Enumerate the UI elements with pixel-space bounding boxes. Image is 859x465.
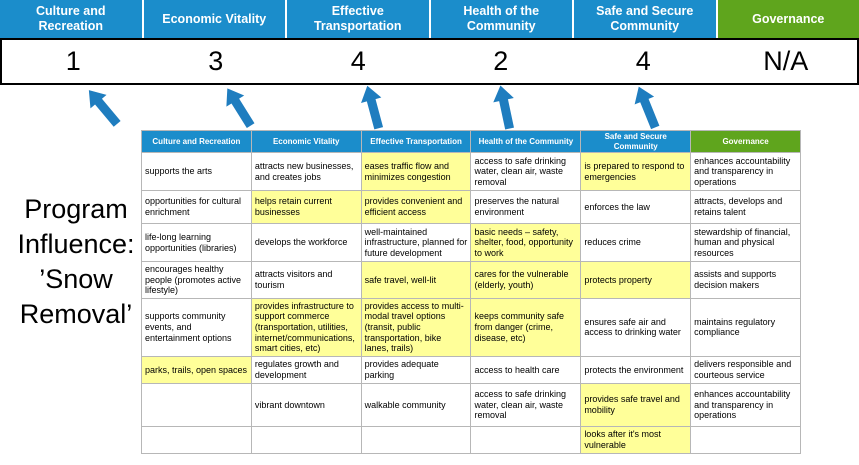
matrix-cell: preserves the natural environment [470,190,582,224]
matrix-cell-highlighted: helps retain current businesses [250,190,362,224]
up-arrow [361,85,384,130]
matrix-cell: life-long learning opportunities (librar… [141,223,252,262]
matrix-cell: provides adequate parking [360,355,472,384]
summary-score-4: 4 [635,46,651,76]
matrix-row-4: supports community events, and entertain… [141,297,801,357]
matrix-column-header-4: Safe and Secure Community [580,130,692,153]
matrix-column-header-1: Economic Vitality [250,130,362,153]
matrix-cell: well-maintained infrastructure, planned … [360,223,472,262]
matrix-row-0: supports the arts attracts new businesses… [141,152,801,191]
matrix-body: supports the arts attracts new businesses… [141,152,801,454]
matrix-cell-highlighted: eases traffic flow and minimizes congest… [360,152,472,191]
matrix-row-3: encourages healthy people (promotes acti… [141,261,801,299]
matrix-cell: delivers responsible and courteous servi… [690,355,801,384]
summary-score-3: 2 [493,46,509,76]
summary-header-5: Governance [717,0,859,38]
matrix-row-7: looks after it's most vulnerable [141,425,801,454]
program-influence-title: Program Influence: ’Snow Removal’ [17,194,135,330]
matrix-header-row: Culture and Recreation Economic Vitality E… [141,130,801,153]
summary-score-row: 1 3 4 2 4 N/A [0,38,859,85]
matrix-cell-highlighted: protects property [580,261,692,299]
matrix-cell-highlighted: looks after it's most vulnerable [580,425,692,454]
matrix-cell: attracts visitors and tourism [250,261,362,299]
matrix-cell: supports community events, and entertain… [141,297,252,357]
matrix-column-header-3: Health of the Community [470,130,582,153]
matrix-cell: maintains regulatory compliance [690,297,801,357]
matrix-cell: access to safe drinking water, clean air… [470,152,582,191]
matrix-cell: attracts, develops and retains talent [690,190,801,224]
matrix-cell-highlighted: is prepared to respond to emergencies [580,152,692,191]
matrix-cell-highlighted: basic needs – safety, shelter, food, opp… [470,223,582,262]
matrix-cell: access to safe drinking water, clean air… [470,382,582,427]
matrix-cell-highlighted: keeps community safe from danger (crime,… [470,297,582,357]
matrix-cell: assists and supports decision makers [690,261,801,299]
summary-header-2: Effective Transportation [287,0,429,38]
matrix-cell: regulates growth and development [250,355,362,384]
matrix-cell-highlighted: provides safe travel and mobility [580,382,692,427]
matrix-cell-highlighted: provides infrastructure to support comme… [250,297,362,357]
matrix-cell: develops the workforce [250,223,362,262]
matrix-cell [470,425,582,454]
matrix-cell: ensures safe air and access to drinking … [580,297,692,357]
matrix-cell [250,425,362,454]
summary-score-1: 3 [208,46,224,76]
priorities-matrix: Culture and Recreation Economic Vitality E… [141,130,801,454]
matrix-cell-highlighted: parks, trails, open spaces [141,355,252,384]
summary-header-1: Economic Vitality [143,0,285,38]
matrix-cell-highlighted: provides convenient and efficient access [360,190,472,224]
summary-score-2: 4 [350,46,366,76]
matrix-column-header-0: Culture and Recreation [141,130,252,153]
summary-score-0: 1 [65,46,81,76]
matrix-cell: supports the arts [141,152,252,191]
matrix-row-6: vibrant downtown walkable community access… [141,382,801,427]
influence-arrows [88,85,660,130]
matrix-cell: opportunities for cultural enrichment [141,190,252,224]
summary-header-4: Safe and Secure Community [574,0,716,38]
matrix-cell: protects the environment [580,355,692,384]
matrix-cell [690,425,801,454]
summary-header-0: Culture and Recreation [0,0,142,38]
matrix-cell-highlighted: safe travel, well-lit [360,261,472,299]
matrix-cell [141,382,252,427]
up-arrow [493,85,514,130]
up-arrow [88,90,121,127]
summary-header-3: Health of the Community [430,0,572,38]
matrix-cell: enhances accountability and transparency… [690,382,801,427]
up-arrow [226,88,255,129]
matrix-cell: encourages healthy people (promotes acti… [141,261,252,299]
matrix-cell: reduces crime [580,223,692,262]
matrix-cell: enforces the law [580,190,692,224]
matrix-cell: enhances accountability and transparency… [690,152,801,191]
matrix-cell: access to health care [470,355,582,384]
summary-header-row: Culture and Recreation Economic Vitality E… [0,0,859,38]
matrix-cell: walkable community [360,382,472,427]
matrix-cell: vibrant downtown [250,382,362,427]
matrix-cell [141,425,252,454]
matrix-column-header-2: Effective Transportation [360,130,472,153]
matrix-row-2: life-long learning opportunities (librar… [141,223,801,262]
matrix-cell: stewardship of financial, human and phys… [690,223,801,262]
matrix-cell: attracts new businesses, and creates job… [250,152,362,191]
matrix-cell-highlighted: provides access to multi-modal travel op… [360,297,472,357]
matrix-column-header-5: Governance [690,130,801,153]
matrix-row-1: opportunities for cultural enrichment hel… [141,190,801,224]
matrix-cell [360,425,472,454]
summary-score-5: N/A [763,46,809,76]
up-arrow [634,86,660,130]
matrix-cell-highlighted: cares for the vulnerable (elderly, youth… [470,261,582,299]
matrix-row-5: parks, trails, open spaces regulates grow… [141,355,801,384]
